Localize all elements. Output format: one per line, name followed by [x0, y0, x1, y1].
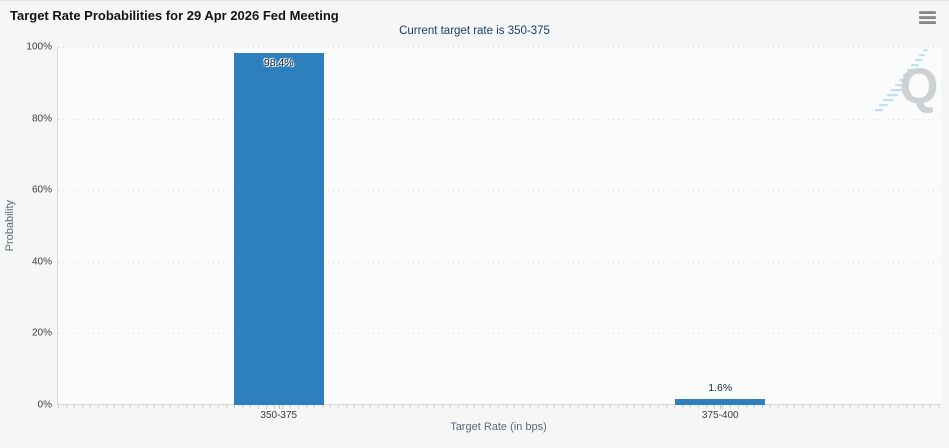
x-tick — [278, 405, 280, 409]
gridline — [58, 261, 941, 263]
x-tick-label: 350-375 — [260, 410, 298, 421]
hamburger-bar — [919, 16, 936, 19]
chart-subtitle: Current target rate is 350-375 — [399, 25, 550, 37]
hamburger-bar — [919, 11, 936, 14]
y-tick-label: 100% — [26, 41, 52, 53]
bar-value-label: 1.6% — [708, 382, 733, 395]
gridline — [58, 47, 941, 48]
chart-context-menu-icon[interactable] — [919, 11, 936, 24]
hamburger-bar — [919, 21, 936, 24]
x-tick-label: 375-400 — [701, 410, 739, 421]
gridline — [58, 333, 941, 335]
x-axis-line — [58, 404, 941, 409]
y-tick-label: 20% — [31, 327, 52, 339]
gridline — [58, 118, 941, 120]
y-axis-title: Probability — [4, 200, 16, 252]
y-tick-label: 60% — [31, 184, 52, 196]
bar-375-400[interactable] — [675, 399, 766, 405]
y-tick-label: 80% — [31, 113, 52, 125]
chart-title: Target Rate Probabilities for 29 Apr 202… — [10, 8, 339, 23]
bar-value-label: 98.4% — [263, 56, 294, 69]
watermark-q-letter: Q — [900, 58, 939, 114]
bar-350-375[interactable] — [233, 52, 324, 405]
y-tick-label: 40% — [31, 256, 52, 268]
y-tick-label: 0% — [37, 399, 52, 411]
x-axis-title: Target Rate (in bps) — [450, 421, 547, 433]
gridline — [58, 405, 941, 406]
watermark-dashes — [875, 49, 928, 112]
plot-area: 100% 80% 60% 40% 20% 0% 98.4% 350-375 1.6% 375-40… — [26, 42, 941, 421]
x-tick — [720, 405, 722, 409]
gridline — [58, 190, 941, 192]
quikstrike-watermark-logo: Q — [875, 49, 939, 114]
